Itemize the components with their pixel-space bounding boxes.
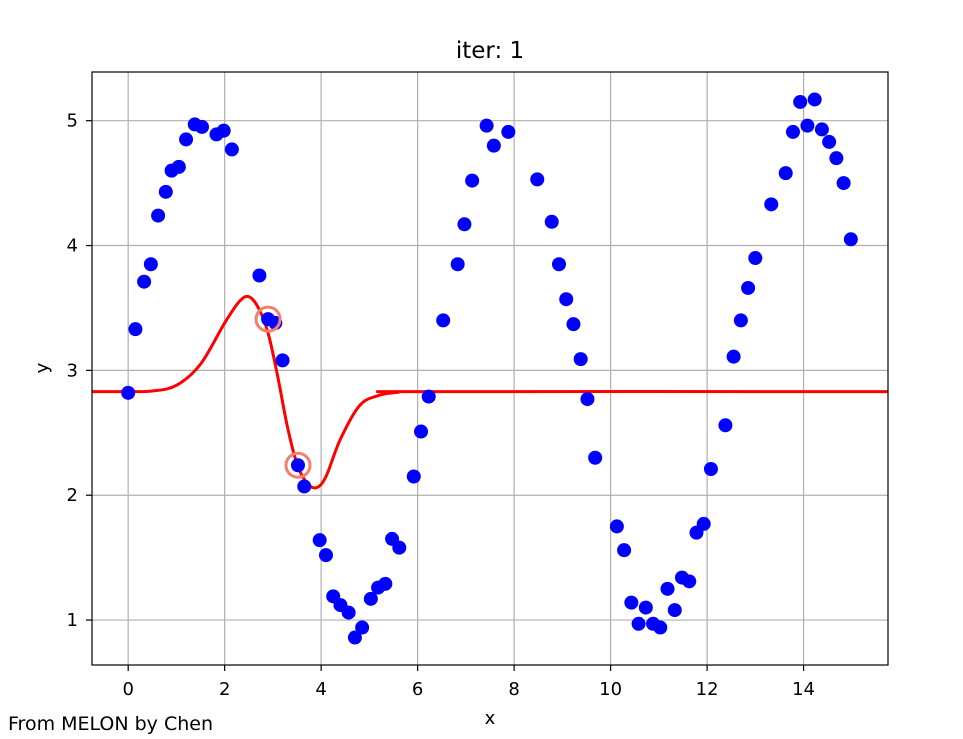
data-point [814,122,829,137]
data-point [800,118,815,133]
data-point [341,605,356,620]
x-tick-label: 2 [219,679,230,700]
data-point [764,197,779,212]
y-tick-label: 4 [67,236,78,257]
curve-layer [92,294,888,490]
data-point [297,479,312,494]
data-point [741,280,756,295]
data-point [450,257,465,272]
x-tick-label: 6 [412,679,423,700]
data-point [457,217,472,232]
data-point [631,616,646,631]
data-point [551,257,566,272]
data-point [726,349,741,364]
data-point [347,630,362,645]
highlight-ring [254,305,282,333]
data-point [355,620,370,635]
data-point [290,458,305,473]
data-point [151,208,166,223]
data-point [275,353,290,368]
data-point [414,424,429,439]
grid [92,72,888,665]
data-point [501,124,516,139]
data-point [609,519,624,534]
data-point [733,313,748,328]
data-point [436,313,451,328]
data-point [703,461,718,476]
x-tick-label: 0 [122,679,133,700]
data-point [638,600,653,615]
data-point [829,151,844,166]
data-point [807,92,822,107]
data-point [312,533,327,548]
data-point [667,603,682,618]
chart-title: iter: 1 [456,38,524,64]
data-point [363,591,378,606]
highlight-ring [284,451,312,479]
data-point [216,123,231,138]
x-axis-label: x [485,708,496,729]
x-tick-label: 8 [508,679,519,700]
y-tick-label: 2 [67,485,78,506]
data-point [121,385,136,400]
data-point [696,516,711,531]
plot-frame [91,71,889,666]
highlight-layer [254,305,312,479]
data-point [179,132,194,147]
data-point [137,274,152,289]
data-point [682,574,697,589]
data-point [793,94,808,109]
data-point [588,450,603,465]
data-point [406,469,421,484]
x-tick-label: 10 [599,679,622,700]
data-point [530,172,545,187]
y-tick-label: 3 [67,360,78,381]
points-layer [121,92,858,645]
data-point [224,142,239,157]
data-point [143,257,158,272]
data-point [718,418,733,433]
data-point [465,173,480,188]
footer-credit: From MELON by Chen [8,713,214,735]
data-point [378,576,393,591]
y-tick-label: 1 [67,610,78,631]
data-point [660,581,675,596]
x-tick-label: 14 [792,679,815,700]
x-tick-label: 12 [696,679,719,700]
data-point [392,540,407,555]
data-point [421,389,436,404]
data-point [573,352,588,367]
fit-curve [92,294,888,490]
data-point [617,543,632,558]
y-axis-label: y [32,362,53,373]
data-point [252,268,267,283]
data-point [822,134,837,149]
data-point [479,118,494,133]
data-point [158,184,173,199]
data-point [194,119,209,134]
data-point [559,292,574,307]
data-point [624,595,639,610]
data-point [171,159,186,174]
data-point [318,548,333,563]
data-point [778,166,793,181]
data-point [748,251,763,266]
data-point [566,317,581,332]
data-point [580,392,595,407]
data-point [785,124,800,139]
data-point [836,176,851,191]
y-tick-label: 5 [67,111,78,132]
data-point [128,322,143,337]
data-point [544,214,559,229]
data-point [653,620,668,635]
x-tick-label: 4 [315,679,326,700]
data-point [486,138,501,153]
data-point [843,232,858,247]
